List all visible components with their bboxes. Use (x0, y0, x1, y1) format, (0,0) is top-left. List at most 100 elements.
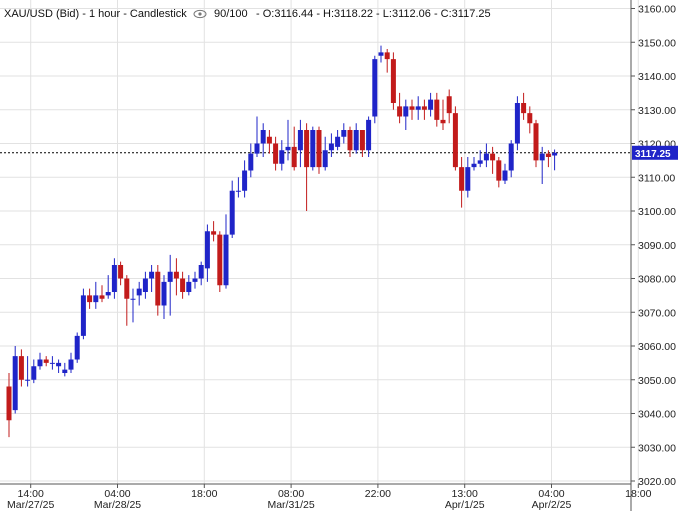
candle-body (248, 153, 254, 171)
candle-body (105, 292, 111, 296)
eye-icon[interactable] (193, 9, 207, 19)
candle (310, 126, 316, 171)
candle-body (477, 160, 483, 164)
candle-body (545, 153, 551, 157)
x-tick-date-label: Apr/1/25 (445, 499, 485, 511)
candle (452, 106, 458, 171)
candle (87, 288, 93, 309)
candle (471, 157, 477, 171)
candle-body (390, 59, 396, 103)
candles (6, 45, 558, 438)
y-tick-label: 3040.00 (638, 409, 676, 421)
candle (415, 96, 421, 120)
candle (130, 288, 136, 323)
candle (173, 258, 179, 296)
candle-body (359, 130, 365, 151)
candle-body (297, 130, 303, 151)
candle (99, 285, 105, 303)
y-tick-label: 3130.00 (638, 105, 676, 117)
candle-body (62, 369, 68, 373)
candle (378, 45, 384, 63)
y-tick-label: 3090.00 (638, 240, 676, 252)
candle-body (384, 52, 390, 60)
candle (25, 356, 31, 387)
candle (521, 92, 527, 120)
candle (502, 163, 508, 184)
chart-header: XAU/USD (Bid) - 1 hour - Candlestick 90/… (4, 8, 491, 20)
candle (341, 123, 347, 144)
candle-body (285, 146, 291, 151)
candle (80, 288, 86, 340)
candle-body (527, 113, 533, 124)
candle-body (521, 103, 527, 114)
candle (43, 356, 49, 367)
candle (366, 116, 372, 157)
candle-body (229, 190, 235, 235)
x-tick-date-label: Apr/2/25 (532, 499, 572, 511)
candle-body (118, 265, 124, 279)
candle (359, 130, 365, 157)
x-tick-date-label: Mar/31/25 (267, 499, 314, 511)
candle-body (155, 271, 161, 306)
candle (421, 99, 427, 120)
candle (508, 140, 514, 178)
last-price-label: 3117.25 (635, 149, 671, 160)
candle-body (403, 106, 409, 117)
candle-body (490, 153, 496, 161)
candle (384, 49, 390, 73)
candle (446, 89, 452, 124)
candle-body (74, 335, 80, 360)
candle (254, 116, 260, 157)
candle (266, 130, 272, 154)
candle (440, 99, 446, 130)
candle (428, 92, 434, 117)
candle-body (161, 281, 167, 306)
candle (304, 123, 310, 211)
candle-body (415, 106, 421, 110)
candle-body (273, 143, 279, 164)
x-tick-label: 13:00 (452, 488, 478, 500)
candle-body (291, 146, 297, 168)
candle (18, 349, 24, 387)
candle (124, 275, 130, 326)
candle (459, 157, 465, 208)
candle (514, 96, 520, 151)
candle-body (211, 231, 217, 235)
candle-body (434, 99, 440, 120)
x-tick-label: 22:00 (365, 488, 391, 500)
candle-body (372, 59, 378, 117)
candle-body (279, 150, 285, 164)
y-tick-label: 3150.00 (638, 37, 676, 49)
candle-body (446, 96, 452, 114)
candle-body (124, 278, 130, 299)
x-tick-label: 14:00 (18, 488, 44, 500)
y-tick-label: 3050.00 (638, 375, 676, 387)
candle (539, 146, 545, 184)
candle (248, 143, 254, 178)
y-tick-label: 3110.00 (638, 172, 675, 184)
candle (204, 224, 210, 282)
candle-body (322, 150, 328, 168)
candle (552, 149, 558, 171)
candle (217, 231, 223, 292)
header-symbol: XAU/USD (Bid) - 1 hour - Candlestick (4, 8, 187, 20)
header-visibility: 90/100 (214, 8, 248, 20)
y-tick-label: 3100.00 (638, 206, 676, 218)
candle (403, 99, 409, 130)
candle-body (328, 143, 334, 151)
candle (12, 346, 18, 414)
x-tick-date-label: Mar/28/25 (94, 499, 141, 511)
candle (409, 99, 415, 120)
candle (483, 143, 489, 168)
candle-body (421, 106, 427, 110)
candle (167, 254, 173, 316)
y-tick-label: 3140.00 (638, 71, 676, 83)
candle (180, 271, 186, 299)
candle (353, 123, 359, 154)
candle-body (465, 167, 471, 191)
candle-body (266, 136, 272, 144)
candle-body (242, 170, 248, 191)
candle-body (353, 130, 359, 151)
